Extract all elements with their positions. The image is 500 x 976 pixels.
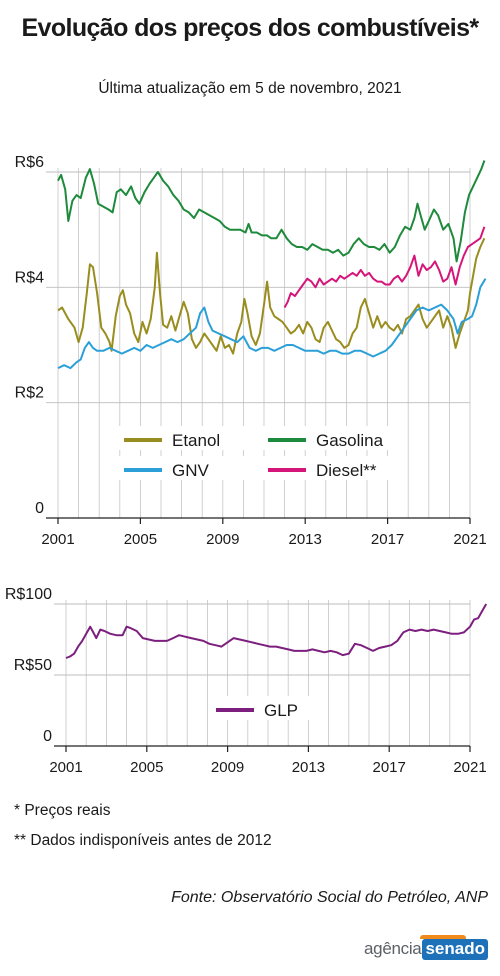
glp-x-tick-label: 2017 (373, 759, 406, 776)
source-text: Fonte: Observatório Social do Petróleo, … (171, 889, 488, 906)
logo-text-senado: senado (420, 934, 488, 960)
page-subtitle: Última atualização em 5 de novembro, 202… (98, 80, 402, 97)
glp-series-glp (65, 603, 488, 659)
fuel-x-tick-label: 2013 (289, 531, 322, 548)
fuel-x-tick-label: 2001 (41, 531, 74, 548)
fuel-legend-label-diesel: Diesel** (316, 461, 377, 480)
fuel-x-tick-label: 2009 (206, 531, 239, 548)
glp-price-chart: 0 R$50 R$100 2001 2005 2009 2013 2017 2021 GLP (5, 586, 488, 776)
fuel-x-tick-label: 2005 (124, 531, 157, 548)
glp-x-tick-label: 2001 (49, 759, 82, 776)
glp-x-tick-label: 2009 (211, 759, 244, 776)
glp-y-tick-label: 0 (43, 728, 52, 745)
glp-legend-label-glp: GLP (264, 701, 298, 720)
fuel-y-tick-label: R$2 (15, 385, 44, 402)
fuel-series-diesel (283, 226, 486, 308)
fuel-y-tick-label: R$4 (15, 269, 44, 286)
footnote-diesel: ** Dados indisponíveis antes de 2012 (14, 832, 272, 849)
glp-x-tick-label: 2005 (130, 759, 163, 776)
fuel-price-chart: 0 R$2 R$4 R$6 2001 2005 2009 2013 2017 2021 Etanol… (15, 154, 487, 548)
fuel-legend-label-gnv: GNV (172, 461, 210, 480)
page-title: Evolução dos preços dos combustíveis* (21, 14, 479, 42)
fuel-series-etanol (57, 237, 486, 355)
glp-x-tick-label: 2021 (453, 759, 486, 776)
fuel-legend-label-gasolina: Gasolina (316, 431, 384, 450)
fuel-x-tick-label: 2017 (371, 531, 404, 548)
glp-x-tick-label: 2013 (292, 759, 325, 776)
logo-text-agencia: agência (364, 939, 422, 958)
fuel-y-tick-label: 0 (35, 500, 44, 517)
fuel-legend-label-etanol: Etanol (172, 431, 220, 450)
fuel-series-gnv (57, 278, 487, 370)
agencia-senado-logo: agência senado (364, 934, 488, 963)
glp-y-tick-label: R$50 (14, 657, 52, 674)
footnote-real-prices: * Preços reais (14, 802, 111, 819)
fuel-x-tick-label: 2021 (453, 531, 486, 548)
fuel-legend: Etanol Gasolina GNV Diesel** (118, 426, 400, 480)
fuel-y-tick-label: R$6 (15, 154, 44, 171)
fuel-series-gasolina (57, 160, 486, 263)
glp-legend: GLP (210, 696, 320, 720)
glp-y-tick-label: R$100 (5, 586, 52, 603)
